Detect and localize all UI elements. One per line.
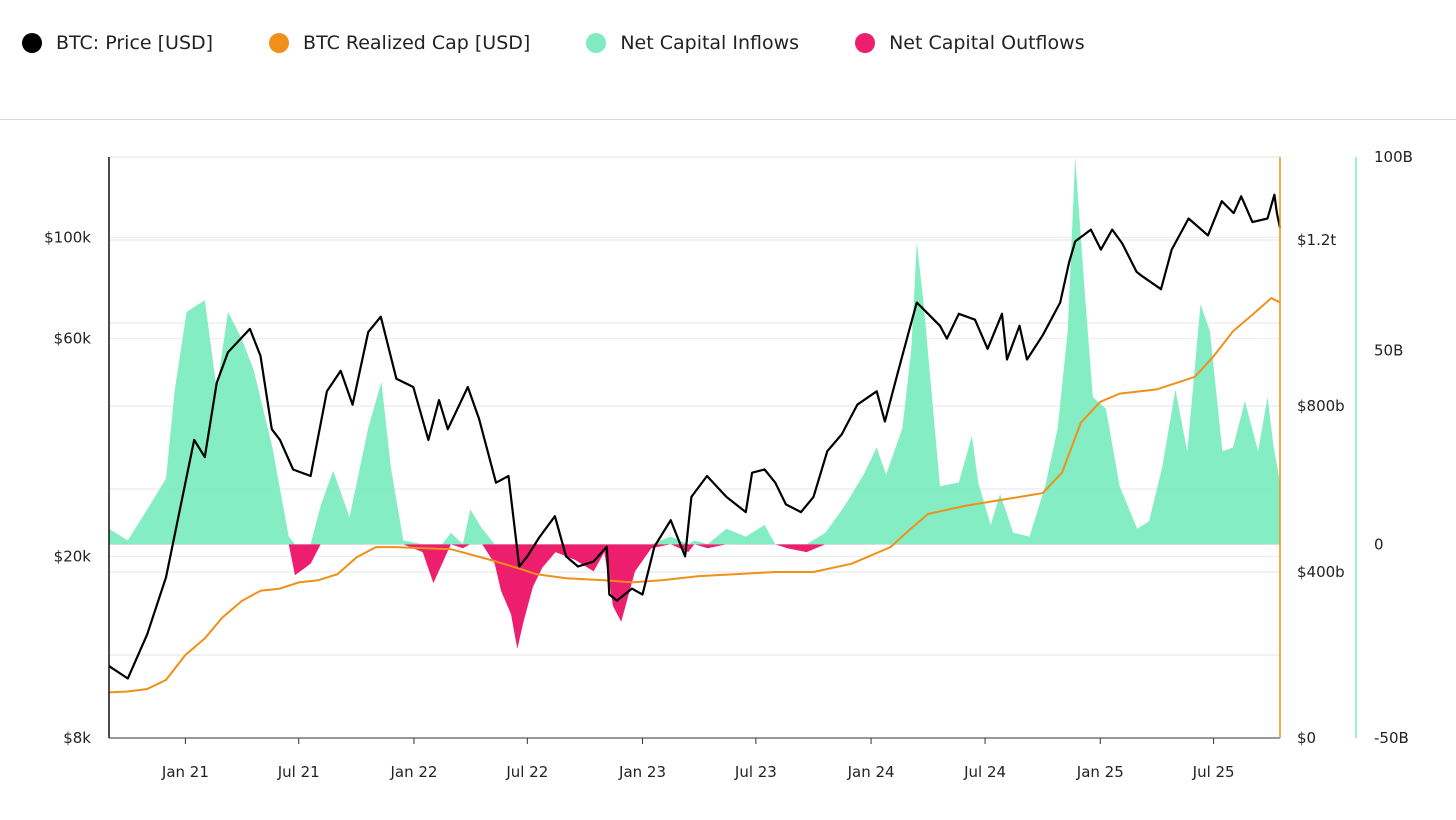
x-tick-label: Jan 24: [847, 763, 895, 781]
y-left-tick-label: $100k: [44, 228, 91, 246]
btc-price-line: [108, 193, 1282, 680]
x-tick-label: Jan 21: [161, 763, 209, 781]
legend-label: BTC: Price [USD]: [56, 32, 214, 54]
net-capital-inflows-area: [109, 157, 1280, 545]
legend-label: Net Capital Outflows: [889, 32, 1085, 54]
x-tick-label: Jul 23: [734, 763, 777, 781]
legend-item-btc-price[interactable]: BTC: Price [USD]: [22, 32, 213, 54]
legend-item-inflows[interactable]: Net Capital Inflows: [586, 32, 799, 54]
legend-label: Net Capital Inflows: [620, 32, 800, 54]
legend-item-outflows[interactable]: Net Capital Outflows: [855, 32, 1085, 54]
y-right-cap-tick-label: $1.2t: [1297, 231, 1336, 249]
x-tick-label: Jul 24: [963, 763, 1006, 781]
legend-item-realized-cap[interactable]: BTC Realized Cap [USD]: [269, 32, 530, 54]
x-tick-label: Jan 22: [389, 763, 437, 781]
net-capital-outflows-area: [109, 544, 1280, 649]
x-tick-label: Jan 25: [1076, 763, 1124, 781]
y-left-tick-label: $20k: [54, 547, 92, 565]
y-right-flows-tick-label: -50B: [1374, 729, 1409, 747]
x-tick-label: Jan 23: [618, 763, 666, 781]
header-divider: [0, 119, 1456, 120]
y-right-flows-tick-label: 50B: [1374, 342, 1403, 360]
x-tick-label: Jul 22: [505, 763, 548, 781]
legend: BTC: Price [USD] BTC Realized Cap [USD] …: [22, 26, 1141, 60]
legend-dot-pink: [855, 33, 876, 53]
y-right-cap-tick-label: $0: [1297, 729, 1316, 747]
y-right-cap-tick-label: $400b: [1297, 563, 1345, 581]
legend-dot-orange: [269, 33, 290, 53]
y-right-flows-tick-label: 0: [1374, 535, 1384, 553]
y-right-flows-tick-label: 100B: [1374, 148, 1413, 166]
x-tick-label: Jul 25: [1192, 763, 1235, 781]
y-left-tick-label: $60k: [54, 330, 92, 348]
legend-dot-black: [22, 33, 42, 53]
x-tick-label: Jul 21: [277, 763, 320, 781]
y-right-cap-tick-label: $800b: [1297, 397, 1345, 415]
legend-label: BTC Realized Cap [USD]: [303, 32, 531, 54]
legend-dot-green: [586, 33, 607, 53]
y-left-tick-label: $8k: [63, 729, 91, 747]
